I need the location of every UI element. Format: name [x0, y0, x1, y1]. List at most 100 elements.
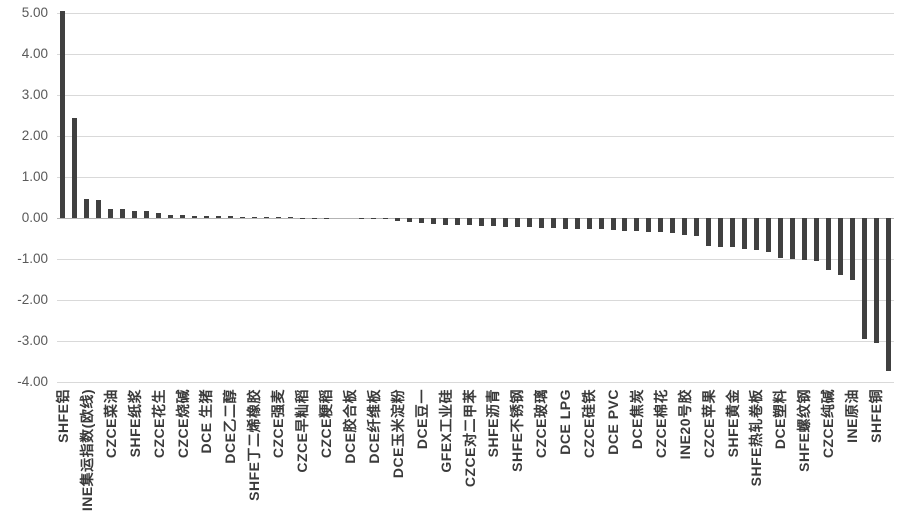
bar — [263, 216, 269, 218]
x-axis-category-label: SHFE铜 — [868, 389, 885, 443]
x-axis-category-label: CZCE花生 — [150, 389, 167, 459]
bar — [443, 218, 449, 225]
bar — [132, 211, 138, 218]
x-axis-category-label: SHFE铝 — [54, 389, 71, 443]
y-axis-tick-label: -3.00 — [17, 333, 48, 348]
bar — [120, 209, 126, 218]
y-axis-tick-label: -4.00 — [17, 374, 48, 389]
x-axis-category-label: CZCE苹果 — [700, 389, 717, 459]
bar — [526, 218, 532, 228]
bar — [144, 211, 150, 218]
bar — [562, 218, 568, 229]
gridline — [57, 95, 894, 96]
x-axis-category-label: SHFE螺纹钢 — [796, 389, 813, 472]
x-axis-zero-line — [57, 218, 894, 219]
bar — [861, 218, 867, 340]
x-axis-category-label: INE原油 — [844, 389, 861, 443]
bar — [574, 218, 580, 230]
bar — [72, 117, 78, 218]
x-axis-category-label: DCE 生猪 — [198, 389, 215, 454]
bar — [239, 216, 245, 218]
bar — [478, 218, 484, 226]
bar — [789, 218, 795, 259]
bar — [156, 213, 162, 218]
bar — [192, 215, 197, 218]
x-axis-category-label: SHFE沥青 — [485, 389, 502, 458]
gridline — [57, 13, 894, 14]
y-axis-tick-label: 4.00 — [21, 46, 48, 61]
bar — [730, 218, 736, 248]
x-axis-category-label: DCE乙二醇 — [222, 389, 239, 464]
bar — [765, 218, 771, 253]
bar — [706, 218, 712, 246]
x-axis-category-label: SHFE丁二烯橡胶 — [246, 389, 263, 501]
x-axis-category-label: DCE LPG — [557, 389, 574, 455]
gridline — [57, 177, 894, 178]
y-axis-tick-label: -1.00 — [17, 251, 48, 266]
bar — [825, 218, 831, 270]
x-axis-category-label: DCE豆一 — [413, 389, 430, 450]
bar — [383, 218, 389, 219]
bar — [586, 218, 592, 230]
bar — [419, 218, 425, 224]
y-axis-tick-label: 1.00 — [21, 169, 48, 184]
x-axis-category-label: SHFE黄金 — [724, 389, 741, 458]
bar — [801, 218, 807, 260]
bar — [180, 215, 186, 218]
gridline — [57, 54, 894, 55]
bar — [227, 216, 233, 218]
bar — [610, 218, 616, 230]
bar — [96, 199, 102, 218]
y-axis-tick-label: 5.00 — [21, 5, 48, 20]
bar — [108, 208, 114, 218]
x-axis-category-label: DCE塑料 — [772, 389, 789, 450]
bar — [777, 218, 783, 259]
y-axis-tick-label: 0.00 — [21, 210, 48, 225]
bar — [538, 218, 544, 228]
x-axis-category-label: DCE纤维板 — [365, 389, 382, 464]
bar — [646, 218, 652, 232]
bar — [670, 218, 676, 233]
bar — [837, 218, 843, 275]
bar — [168, 214, 174, 218]
bar — [467, 218, 473, 226]
x-axis-category-label: CZCE粳稻 — [318, 389, 335, 459]
bar — [813, 218, 819, 262]
gridline — [57, 300, 894, 301]
gridline — [57, 382, 894, 383]
bar — [682, 218, 688, 235]
x-axis-category-label: INE20号胶 — [676, 389, 693, 460]
gridline — [57, 136, 894, 137]
bar — [514, 218, 520, 228]
bar — [490, 218, 496, 227]
bar — [275, 217, 281, 218]
bar — [502, 218, 508, 227]
bar — [215, 216, 221, 218]
x-axis-category-label: CZCE烧碱 — [174, 389, 191, 459]
bar — [203, 215, 209, 218]
y-axis-tick-label: 3.00 — [21, 87, 48, 102]
gridline — [57, 259, 894, 260]
x-axis-category-label: SHFE热轧卷板 — [748, 389, 765, 487]
bar — [550, 218, 556, 229]
bar — [885, 218, 891, 371]
bar — [60, 10, 66, 218]
gridline — [57, 341, 894, 342]
x-axis-category-label: DCE玉米淀粉 — [389, 389, 406, 479]
bar — [658, 218, 664, 232]
x-axis-category-label: CZCE强麦 — [270, 389, 287, 459]
bar — [455, 218, 461, 225]
bar — [873, 218, 879, 344]
bar — [395, 218, 401, 222]
bar — [694, 218, 700, 236]
x-axis-category-label: SHFE不锈钢 — [509, 389, 526, 472]
x-axis-category-label: CZCE早籼稻 — [294, 389, 311, 473]
y-axis-tick-label: -2.00 — [17, 292, 48, 307]
bar — [634, 218, 640, 232]
x-axis-category-label: CZCE对二甲苯 — [461, 389, 478, 488]
x-axis-category-label: DCE焦炭 — [628, 389, 645, 450]
bar — [84, 198, 90, 218]
bar — [753, 218, 759, 250]
bar — [431, 218, 437, 225]
